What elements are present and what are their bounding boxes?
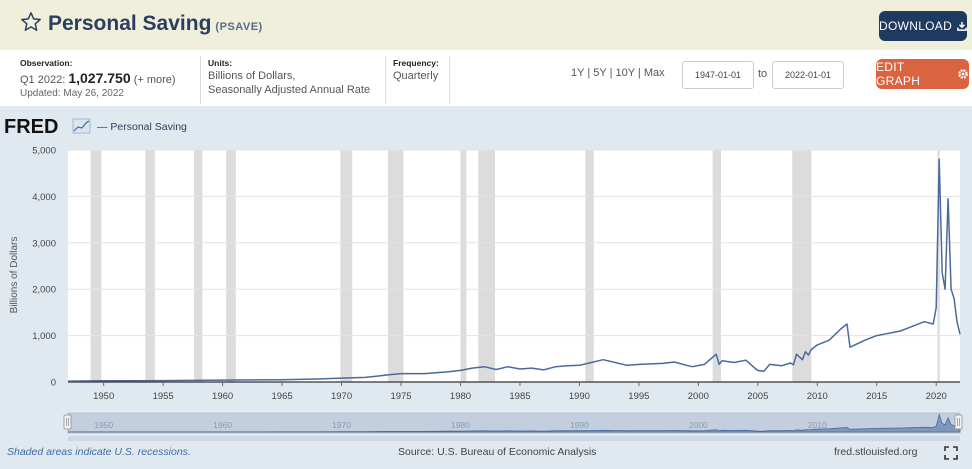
navigator-scrollbar[interactable] bbox=[68, 436, 960, 441]
star-icon[interactable] bbox=[20, 11, 42, 33]
divider bbox=[385, 56, 386, 104]
series-line-personal-saving[interactable] bbox=[67, 158, 961, 382]
x-tick-label: 2005 bbox=[747, 391, 768, 402]
range-5y[interactable]: 5Y bbox=[593, 67, 607, 79]
end-date-input[interactable]: 2022-01-01 bbox=[772, 61, 844, 89]
recession-band bbox=[712, 150, 721, 382]
y-tick-layer: 0 1,000 2,000 3,000 4,000 5,000 bbox=[32, 146, 56, 389]
divider bbox=[200, 56, 201, 104]
y-tick-label: 4,000 bbox=[32, 192, 56, 203]
updated-date: Updated: May 26, 2022 bbox=[20, 88, 124, 99]
units-block: Units: Billions of Dollars, Seasonally A… bbox=[208, 58, 370, 96]
units-label: Units: bbox=[208, 58, 233, 68]
units-line1: Billions of Dollars, bbox=[208, 70, 296, 82]
navigator-tick-label: 2000 bbox=[689, 420, 708, 430]
download-label: DOWNLOAD bbox=[879, 19, 953, 33]
recession-band bbox=[145, 150, 155, 382]
y-axis-title: Billions of Dollars bbox=[9, 237, 20, 314]
navigator[interactable]: 1950 1960 1970 1980 1990 2000 2010 bbox=[63, 412, 963, 441]
range-10y[interactable]: 10Y bbox=[615, 67, 635, 79]
fred-logo[interactable]: FRED bbox=[4, 116, 58, 138]
fullscreen-icon[interactable] bbox=[944, 446, 958, 460]
x-tick-label: 1950 bbox=[93, 391, 114, 402]
x-tick-layer: 1950 1955 1960 1965 1970 1975 1980 1985 1990 1995… bbox=[93, 382, 947, 402]
recession-band bbox=[226, 150, 236, 382]
x-tick-label: 1990 bbox=[569, 391, 590, 402]
observation-period: Q1 2022: bbox=[20, 74, 66, 86]
navigator-tick-label: 1990 bbox=[570, 420, 589, 430]
observation-block: Observation: Q1 2022: 1,027.750 (+ more)… bbox=[20, 58, 176, 99]
download-button[interactable]: DOWNLOAD bbox=[879, 11, 967, 41]
units-line2: Seasonally Adjusted Annual Rate bbox=[208, 84, 371, 96]
y-tick-label: 0 bbox=[51, 378, 56, 389]
x-tick-label: 1955 bbox=[153, 391, 174, 402]
range-max[interactable]: Max bbox=[643, 67, 665, 79]
y-tick-label: 5,000 bbox=[32, 146, 56, 157]
recession-band bbox=[340, 150, 353, 382]
recession-band bbox=[387, 150, 404, 382]
divider bbox=[449, 56, 450, 104]
recession-band bbox=[585, 150, 594, 382]
observation-value: 1,027.750 bbox=[68, 70, 131, 86]
x-tick-label: 1995 bbox=[628, 391, 649, 402]
navigator-series-layer: 1950 1960 1970 1980 1990 2000 2010 bbox=[67, 413, 961, 433]
fred-chart-icon bbox=[72, 118, 91, 134]
navigator-tick-label: 1960 bbox=[213, 420, 232, 430]
gear-icon bbox=[958, 69, 968, 79]
recession-band bbox=[937, 150, 940, 382]
x-tick-label: 2020 bbox=[926, 391, 947, 402]
recession-band bbox=[194, 150, 203, 382]
to-label: to bbox=[758, 68, 768, 80]
navigator-series-area bbox=[67, 413, 961, 433]
range-selector: 1Y | 5Y | 10Y | Max bbox=[571, 67, 665, 79]
x-tick-label: 2010 bbox=[807, 391, 828, 402]
frequency-value: Quarterly bbox=[393, 70, 439, 82]
navigator-tick-label: 2010 bbox=[808, 420, 827, 430]
recessions-note: Shaded areas indicate U.S. recessions. bbox=[7, 446, 191, 458]
edit-graph-button[interactable]: EDIT GRAPH bbox=[876, 59, 969, 89]
x-tick-label: 1985 bbox=[509, 391, 530, 402]
x-tick-label: 1970 bbox=[331, 391, 352, 402]
series-id: (PSAVE) bbox=[215, 21, 263, 33]
download-icon bbox=[957, 21, 967, 31]
x-tick-label: 1960 bbox=[212, 391, 233, 402]
navigator-tick-label: 1970 bbox=[332, 420, 351, 430]
frequency-block: Frequency: Quarterly bbox=[393, 58, 439, 82]
series-layer bbox=[67, 158, 961, 382]
y-tick-label: 2,000 bbox=[32, 285, 56, 296]
metadata-bar: Observation: Q1 2022: 1,027.750 (+ more)… bbox=[0, 50, 972, 106]
x-tick-label: 2015 bbox=[866, 391, 887, 402]
recession-band bbox=[90, 150, 102, 382]
x-tick-label: 1975 bbox=[390, 391, 411, 402]
series-title-text: Personal Saving bbox=[48, 12, 212, 35]
navigator-right-handle[interactable] bbox=[954, 414, 963, 430]
navigator-tick-label: 1980 bbox=[451, 420, 470, 430]
page-title: Personal Saving (PSAVE) bbox=[48, 12, 263, 36]
y-tick-label: 3,000 bbox=[32, 238, 56, 249]
y-tick-label: 1,000 bbox=[32, 331, 56, 342]
recession-band bbox=[460, 150, 467, 382]
x-tick-label: 1980 bbox=[450, 391, 471, 402]
legend-label: — Personal Saving bbox=[97, 121, 187, 133]
x-tick-label: 2000 bbox=[688, 391, 709, 402]
start-date-input[interactable]: 1947-01-01 bbox=[682, 61, 754, 89]
edit-graph-label: EDIT GRAPH bbox=[876, 60, 921, 88]
grid-layer bbox=[68, 149, 960, 383]
title-bar: Personal Saving (PSAVE) DOWNLOAD bbox=[0, 0, 972, 50]
recession-band bbox=[792, 150, 812, 382]
source-note: Source: U.S. Bureau of Economic Analysis bbox=[398, 446, 597, 458]
recession-layer bbox=[68, 150, 960, 382]
observation-more-link[interactable]: (+ more) bbox=[133, 74, 176, 86]
navigator-tick-label: 1950 bbox=[94, 420, 113, 430]
site-link[interactable]: fred.stlouisfed.org bbox=[834, 446, 918, 458]
observation-label: Observation: bbox=[20, 58, 73, 68]
range-1y[interactable]: 1Y bbox=[571, 67, 585, 79]
navigator-left-handle[interactable] bbox=[63, 414, 72, 430]
recession-band bbox=[478, 150, 495, 382]
x-tick-label: 1965 bbox=[272, 391, 293, 402]
frequency-label: Frequency: bbox=[393, 58, 439, 68]
